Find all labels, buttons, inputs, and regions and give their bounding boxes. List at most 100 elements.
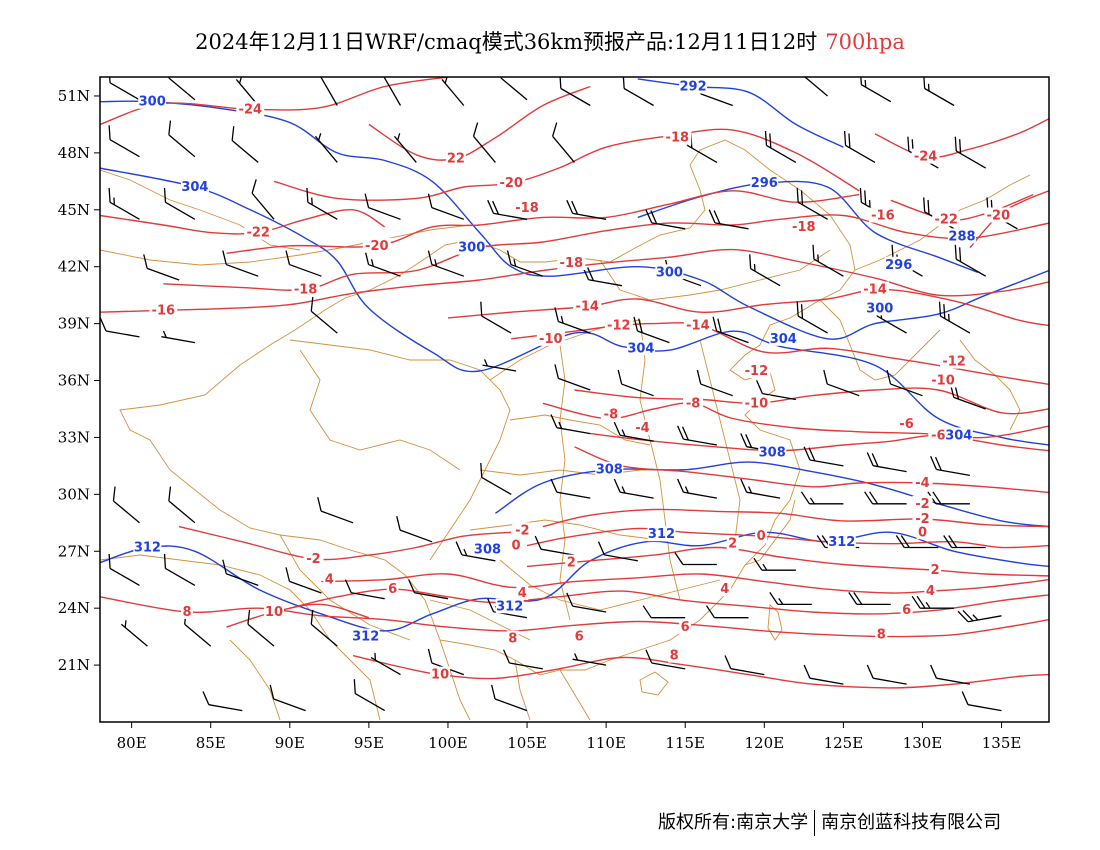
wind-barb bbox=[480, 462, 512, 495]
temperature-label-bg bbox=[726, 535, 739, 551]
temperature-label-bg bbox=[984, 207, 1013, 223]
temperature-label-bg bbox=[755, 528, 768, 544]
wind-barb bbox=[231, 126, 259, 163]
lon-tick-label: 85E bbox=[196, 734, 226, 752]
wind-barb bbox=[895, 535, 939, 549]
wind-barb bbox=[319, 77, 338, 106]
copyright-footer: 版权所有:南京大学 南京创蓝科技有限公司 bbox=[658, 808, 1078, 838]
wind-barb bbox=[310, 609, 338, 647]
geopotential-label: 312 bbox=[134, 541, 161, 556]
geopotential-label-bg bbox=[473, 541, 502, 557]
temperature-contour bbox=[526, 527, 1049, 549]
lat-tick-label: 42N bbox=[58, 258, 90, 276]
lat-tick-label: 51N bbox=[58, 87, 90, 105]
wind-barb bbox=[396, 516, 433, 543]
wind-barb bbox=[943, 535, 986, 549]
temperature-label: 8 bbox=[508, 632, 517, 647]
geopotential-contour bbox=[100, 100, 1049, 340]
map-title: 2024年12月11日WRF/cmaq模式36km预报产品:12月11日12时 7… bbox=[0, 26, 1100, 56]
temperature-label-bg bbox=[742, 395, 771, 411]
geopotential-label: 304 bbox=[945, 429, 972, 444]
wind-barb bbox=[534, 535, 575, 556]
temperature-label-bg bbox=[668, 647, 681, 663]
wind-barb bbox=[344, 579, 385, 600]
temperature-contour bbox=[273, 128, 860, 201]
wind-barb bbox=[554, 307, 591, 334]
temperature-label: -24 bbox=[239, 102, 263, 117]
temperature-label-bg bbox=[604, 317, 633, 333]
temperature-label-bg bbox=[362, 237, 391, 253]
temperature-label: 2 bbox=[567, 556, 576, 571]
temperature-label-bg bbox=[632, 420, 653, 435]
temperature-label: 0 bbox=[511, 539, 520, 554]
temperature-label: -2 bbox=[515, 523, 529, 538]
temperature-label: 8 bbox=[182, 605, 191, 620]
temperature-label: 4 bbox=[518, 586, 527, 601]
wind-barb bbox=[823, 369, 860, 397]
wind-barb bbox=[550, 414, 591, 435]
wind-barb bbox=[441, 77, 465, 106]
wind-barb bbox=[961, 691, 1002, 712]
temperature-label: 4 bbox=[926, 584, 935, 599]
temperature-label: 10 bbox=[265, 605, 283, 620]
temperature-label-bg bbox=[386, 581, 399, 597]
lon-tick-label: 130E bbox=[903, 734, 943, 752]
wind-barb bbox=[482, 359, 517, 372]
geopotential-label: 308 bbox=[596, 463, 623, 478]
temperature-label-bg bbox=[510, 537, 522, 553]
lon-tick-label: 110E bbox=[586, 734, 626, 752]
temperature-label: 6 bbox=[902, 603, 911, 618]
temperature-contour bbox=[100, 208, 386, 235]
wind-barb bbox=[954, 136, 987, 169]
geopotential-label: 296 bbox=[751, 176, 778, 191]
footer-separator bbox=[814, 810, 816, 836]
temperature-contour bbox=[226, 190, 860, 255]
temperature-label: -18 bbox=[792, 220, 816, 235]
temperature-label-bg bbox=[929, 562, 942, 578]
temperature-label: 8 bbox=[670, 649, 679, 664]
country-border bbox=[514, 659, 531, 721]
temperature-label-bg bbox=[929, 372, 957, 388]
wind-barb bbox=[491, 684, 528, 712]
temperature-label-bg bbox=[663, 129, 692, 145]
wind-barb bbox=[163, 187, 196, 220]
wind-barb bbox=[843, 130, 876, 163]
geopotential-contour bbox=[495, 461, 1049, 528]
wind-barb bbox=[235, 77, 259, 106]
geopotential-label-bg bbox=[827, 533, 856, 549]
wind-barb bbox=[247, 609, 275, 647]
lat-tick-label: 21N bbox=[58, 656, 90, 674]
wind-barb bbox=[306, 187, 338, 220]
geopotential-label: 312 bbox=[352, 630, 379, 645]
temperature-contour bbox=[874, 118, 1049, 158]
province-border bbox=[299, 349, 461, 471]
wind-barb bbox=[310, 296, 338, 334]
wind-barb bbox=[317, 497, 354, 524]
temperature-label: -12 bbox=[607, 319, 631, 334]
temperature-label-bg bbox=[149, 302, 178, 318]
geopotential-label-bg bbox=[647, 526, 676, 542]
temperature-label-bg bbox=[506, 630, 519, 646]
temperature-label-bg bbox=[244, 224, 273, 240]
temperature-label: -2 bbox=[915, 512, 929, 527]
country-border bbox=[959, 339, 1021, 431]
wind-barb bbox=[408, 579, 449, 600]
geopotential-contour bbox=[100, 531, 1049, 632]
lat-tick-label: 33N bbox=[58, 428, 90, 446]
province-border bbox=[499, 559, 721, 611]
wind-barb bbox=[503, 649, 544, 670]
temperature-contour bbox=[574, 446, 1049, 494]
wind-barb bbox=[796, 301, 828, 334]
wind-barb bbox=[954, 244, 987, 277]
geopotential-label: 312 bbox=[828, 535, 855, 550]
wind-barb bbox=[108, 77, 140, 101]
lon-tick-label: 90E bbox=[275, 734, 305, 752]
wind-barb bbox=[108, 553, 140, 586]
wind-barb bbox=[622, 77, 654, 107]
temperature-label: 22 bbox=[447, 152, 465, 167]
province-border bbox=[479, 469, 680, 476]
temperature-label: 0 bbox=[757, 529, 766, 544]
temperature-label-bg bbox=[912, 495, 933, 511]
island-outline bbox=[639, 671, 669, 696]
geopotential-label-bg bbox=[351, 628, 380, 644]
